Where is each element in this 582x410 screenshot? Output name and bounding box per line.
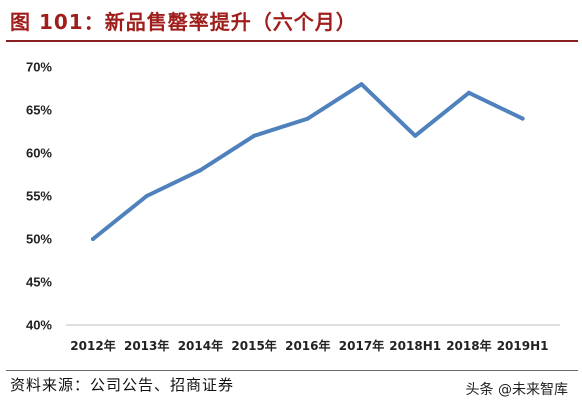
y-tick-label: 55% xyxy=(26,189,52,204)
y-tick-label: 60% xyxy=(26,146,52,161)
y-tick-label: 40% xyxy=(26,318,52,333)
data-point xyxy=(466,90,471,95)
y-tick-label: 45% xyxy=(26,275,52,290)
x-tick-label: 2018年 xyxy=(446,338,491,353)
data-point xyxy=(413,133,418,138)
data-point xyxy=(252,133,257,138)
title-divider xyxy=(6,40,578,42)
data-point xyxy=(144,194,149,198)
x-tick-label: 2013年 xyxy=(124,338,169,353)
figure-title: 图 101：新品售罄率提升（六个月） xyxy=(10,10,357,34)
series-line xyxy=(91,82,525,241)
source-divider xyxy=(6,370,578,371)
x-tick-label: 2014年 xyxy=(178,338,223,353)
x-tick-label: 2018H1 xyxy=(389,339,441,353)
watermark: 头条 @未来智库 xyxy=(465,382,568,398)
x-tick-label: 2016年 xyxy=(285,338,330,353)
x-tick-label: 2012年 xyxy=(70,338,115,353)
y-tick-label: 70% xyxy=(26,60,52,75)
source-note: 资料来源：公司公告、招商证券 xyxy=(10,376,235,394)
y-tick-label: 50% xyxy=(26,232,52,247)
data-point xyxy=(520,116,525,121)
x-tick-label: 2015年 xyxy=(231,338,276,353)
data-point xyxy=(198,168,203,173)
x-tick-label: 2017年 xyxy=(339,338,384,353)
y-tick-label: 65% xyxy=(26,103,52,118)
data-point xyxy=(359,82,364,87)
data-point xyxy=(91,237,95,241)
x-tick-label: 2019H1 xyxy=(497,339,549,353)
data-point xyxy=(305,116,310,121)
